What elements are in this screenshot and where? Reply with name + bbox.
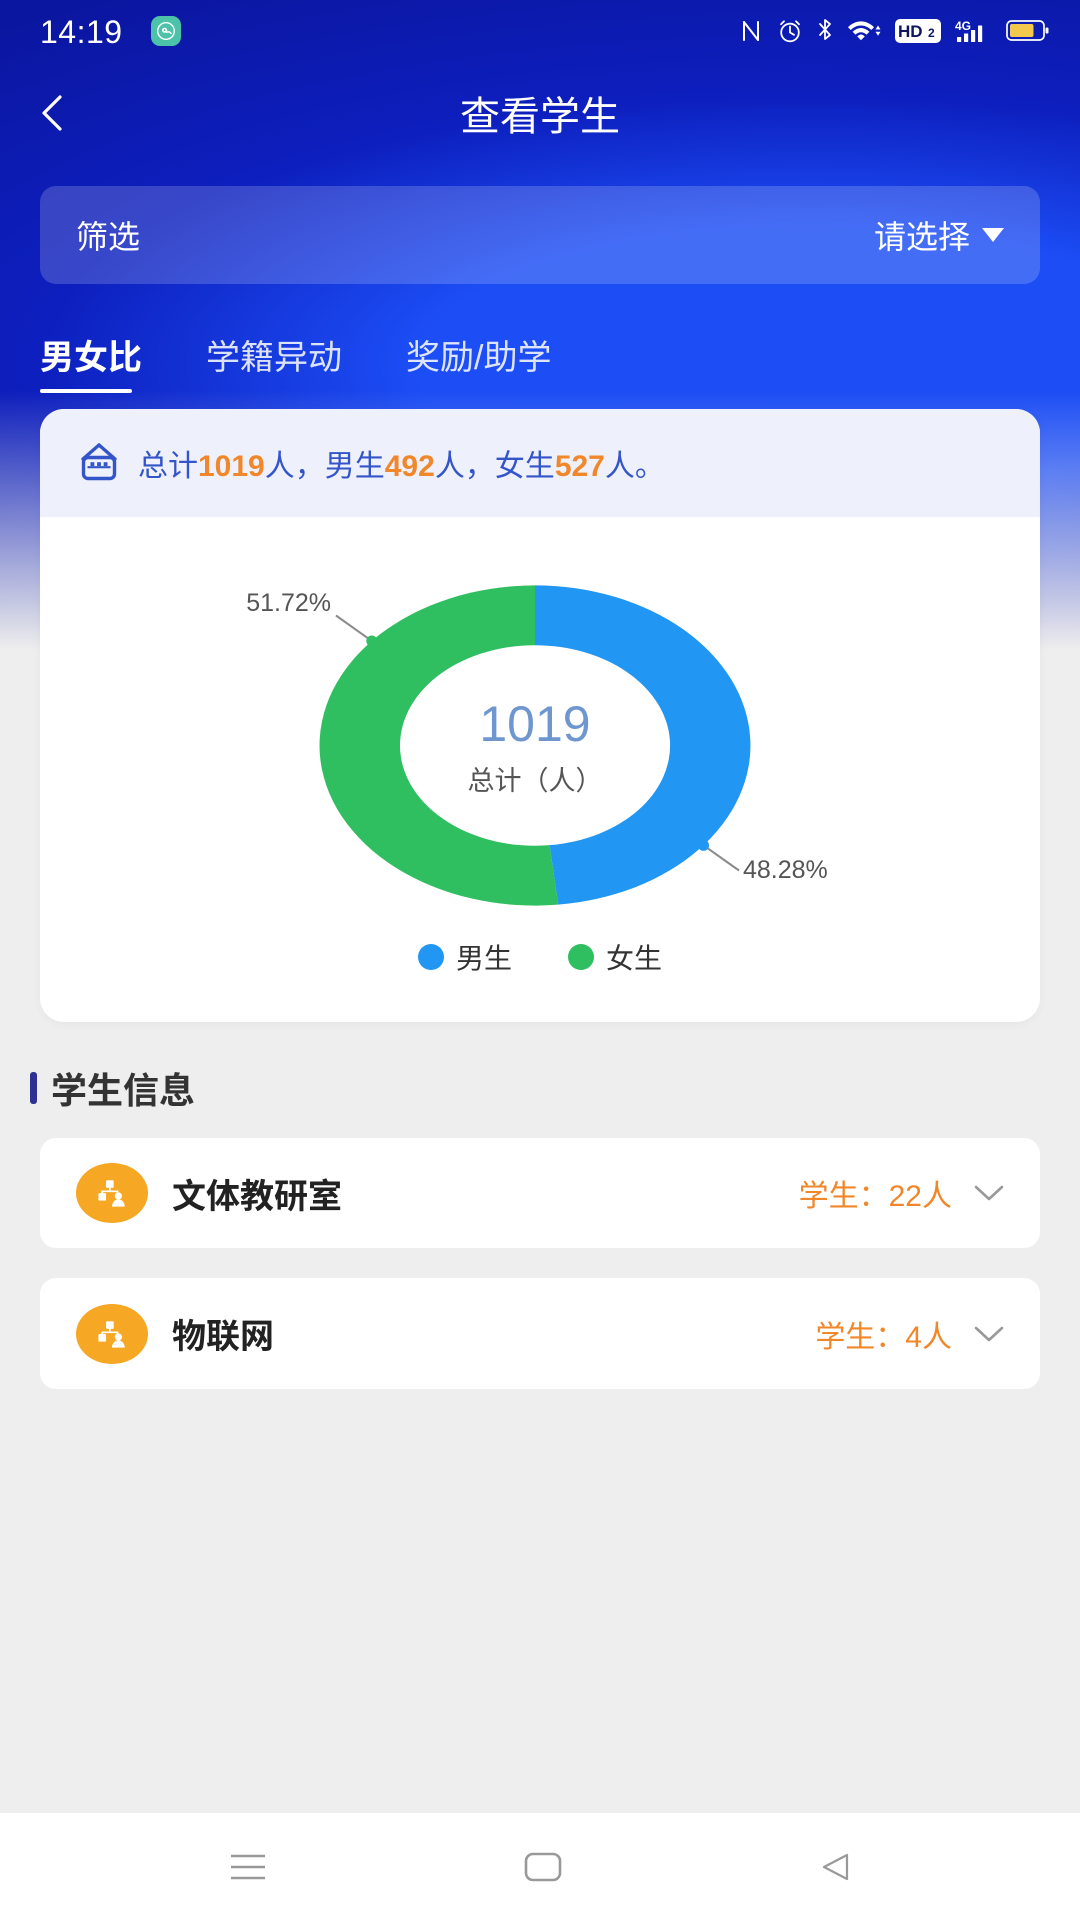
svg-text:HD: HD [898, 22, 923, 41]
svg-text:4G: 4G [955, 19, 971, 33]
svg-text:2: 2 [928, 26, 935, 40]
